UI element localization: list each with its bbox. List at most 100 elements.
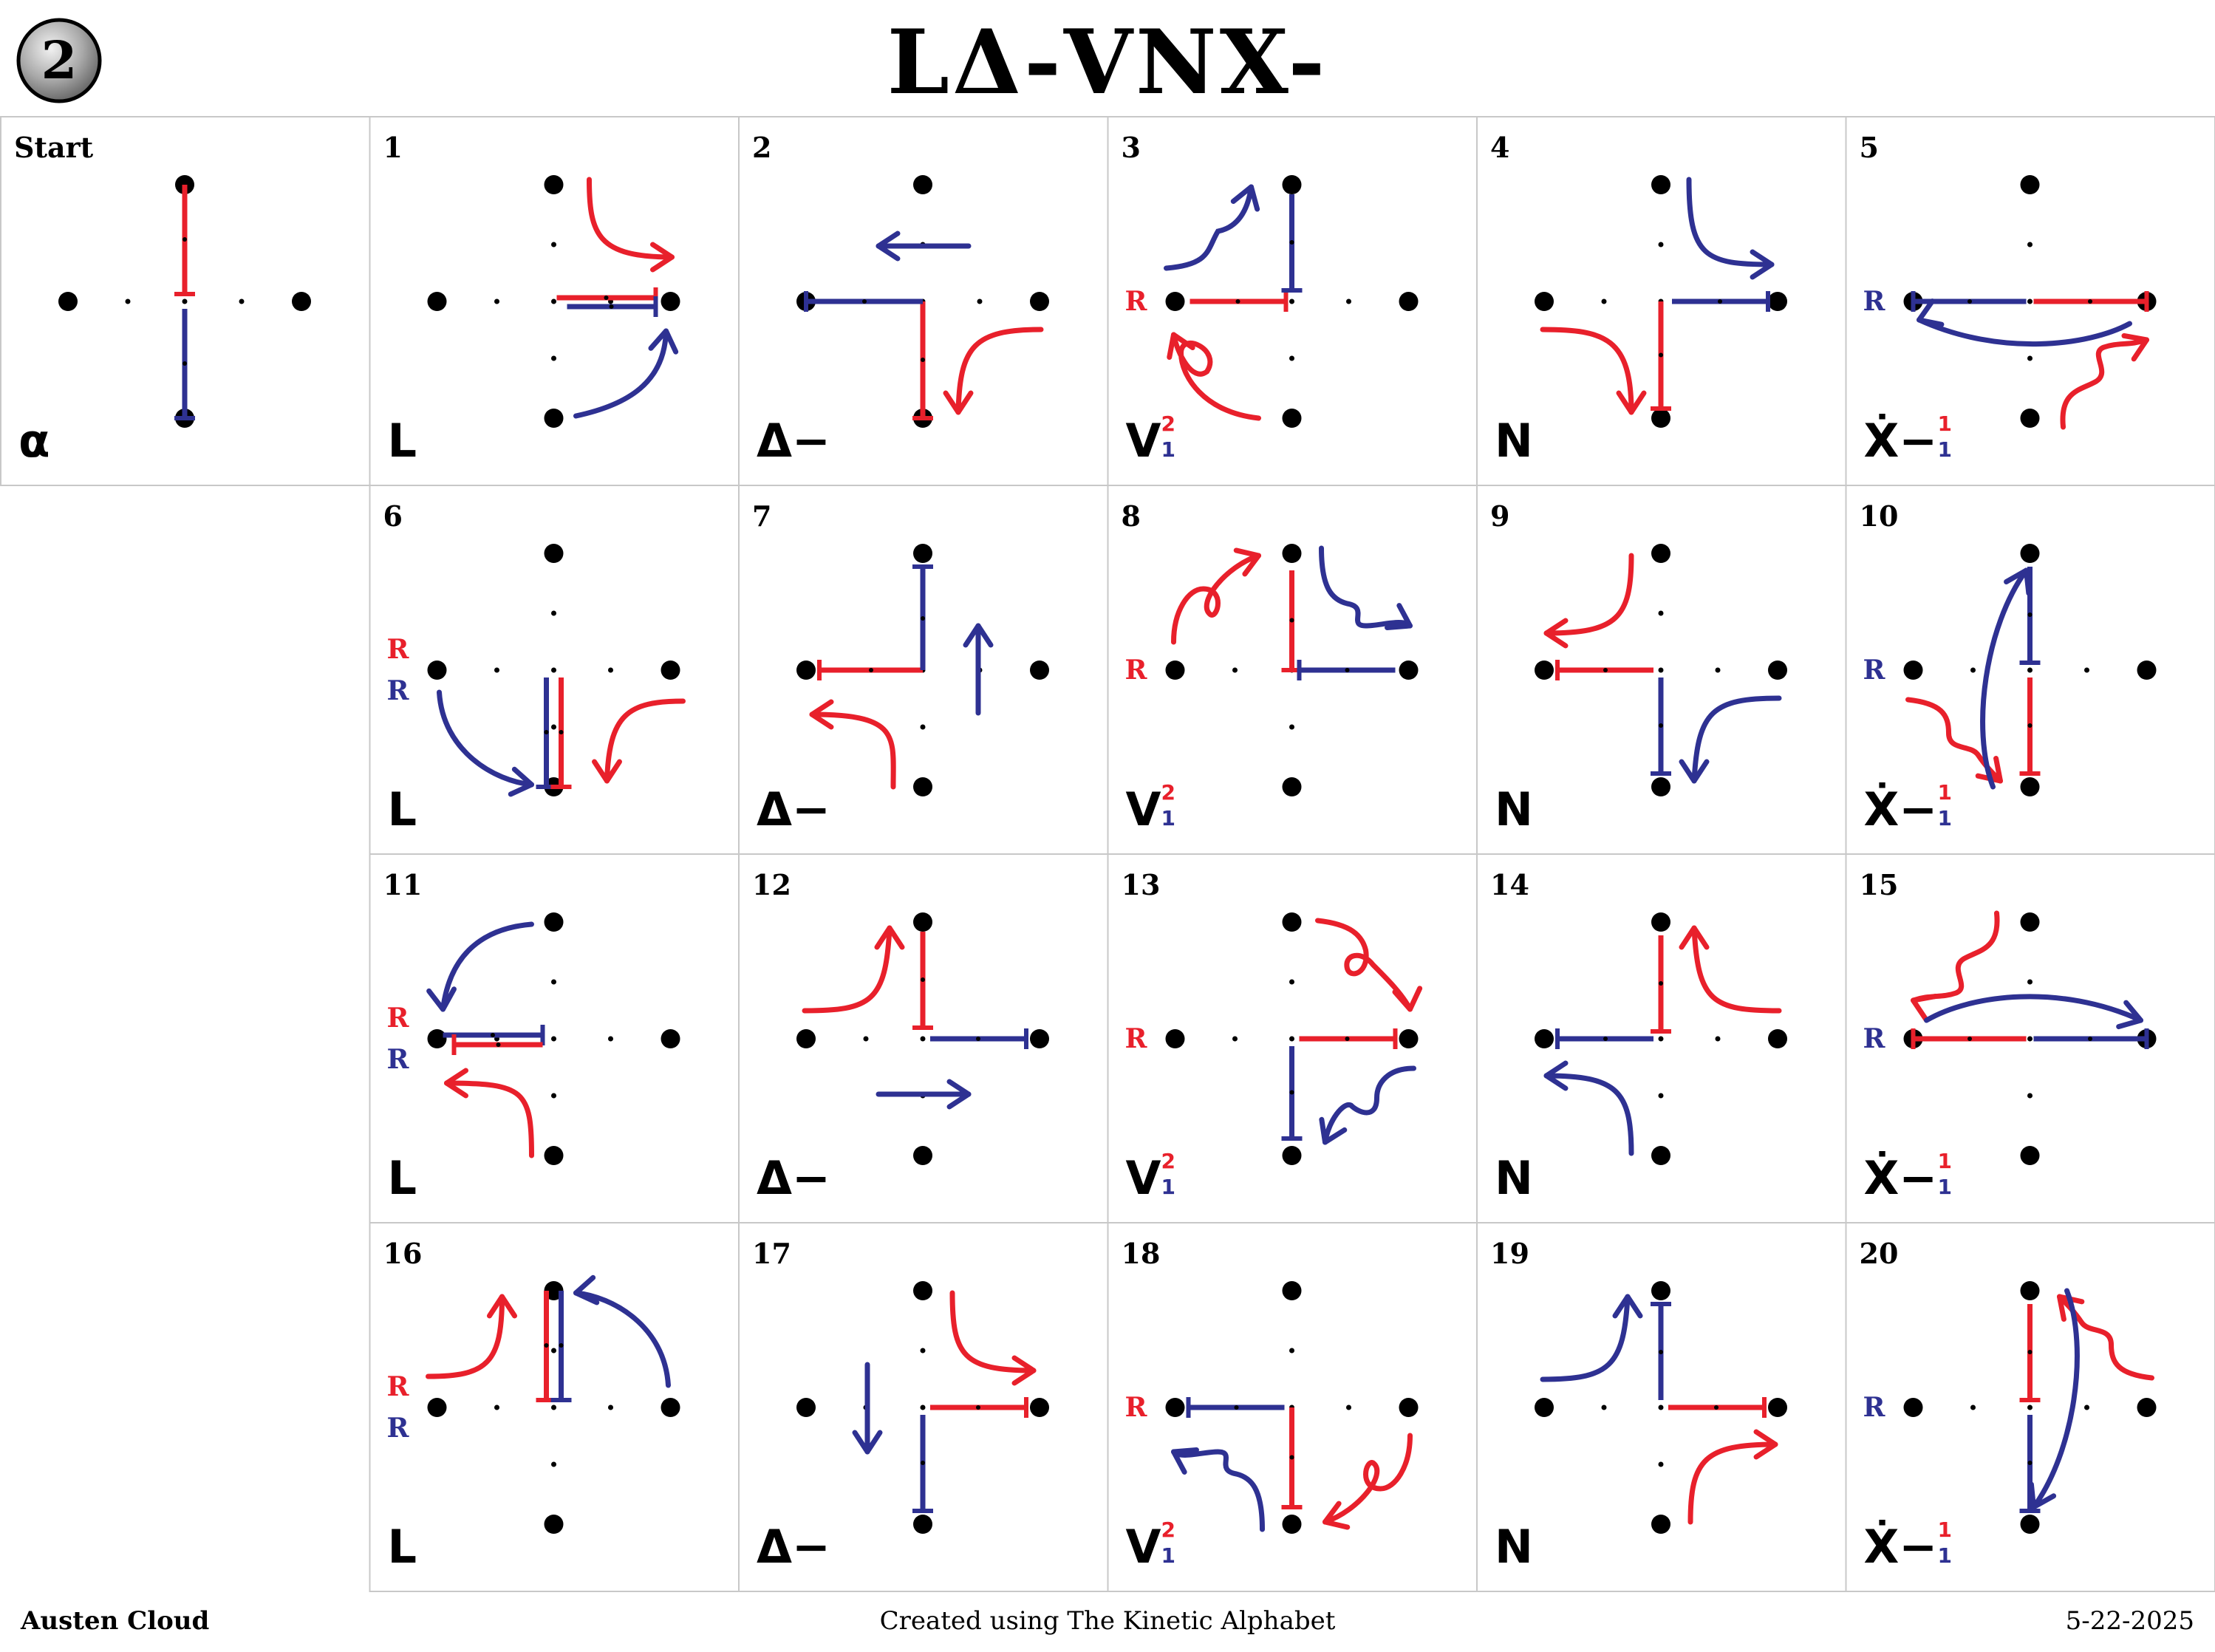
letter-glyph: N xyxy=(1495,1520,1533,1574)
hand-point-dot xyxy=(2020,1515,2040,1534)
staff-center-dot xyxy=(559,730,564,734)
staff-center-dot xyxy=(921,977,925,982)
reversal-tag: R xyxy=(1125,286,1148,317)
pictograph-cell: 7 Δ− xyxy=(738,485,1109,855)
created-date: 5-22-2025 xyxy=(2065,1606,2194,1636)
staff-center-dot xyxy=(1659,723,1663,728)
red-motion-arrow xyxy=(1543,553,1634,636)
hand-point-dot xyxy=(1399,1398,1419,1417)
staff-center-dot xyxy=(921,1461,925,1465)
staff-center-dot xyxy=(1659,352,1663,358)
arrowhead xyxy=(1233,547,1261,577)
grid-minor-dot xyxy=(2027,1404,2033,1410)
letter-glyph: Δ− xyxy=(757,414,830,468)
grid-minor-dot xyxy=(182,298,188,304)
letter-glyph: Ẋ− xyxy=(1864,782,1938,836)
arrowhead xyxy=(1612,1294,1643,1319)
turns-red: 1 xyxy=(1938,1149,1952,1173)
hand-point-dot xyxy=(1768,1398,1787,1417)
grid-minor-dot xyxy=(239,298,245,304)
turns-blue: 1 xyxy=(1938,437,1952,462)
grid-minor-dot xyxy=(1289,724,1294,730)
red-motion-arrow xyxy=(809,711,896,790)
arrowhead xyxy=(1917,298,1945,327)
hand-point-dot xyxy=(1030,292,1049,311)
beat-number: 9 xyxy=(1490,499,1509,533)
letter-glyph: L xyxy=(388,1151,417,1205)
grid-minor-dot xyxy=(551,298,556,304)
beat-number: 18 xyxy=(1122,1237,1161,1270)
grid-minor-dot xyxy=(551,1404,556,1410)
grid-minor-dot xyxy=(551,1348,556,1354)
pictograph-cell: 9N xyxy=(1476,485,1847,855)
staff-center-dot xyxy=(1289,240,1294,245)
arrowhead xyxy=(1975,756,2003,784)
grid-minor-dot xyxy=(2027,1093,2033,1099)
hand-point-dot xyxy=(1030,1398,1049,1417)
red-motion-arrow xyxy=(1315,918,1413,1012)
arrowhead xyxy=(1230,184,1260,212)
arrowhead xyxy=(2028,1481,2057,1510)
staff-center-dot xyxy=(491,1033,495,1037)
grid-minor-dot xyxy=(1658,1461,1664,1467)
hand-point-dot xyxy=(1651,1515,1670,1534)
blue-motion-arrow xyxy=(1164,184,1254,271)
staff-center-dot xyxy=(544,730,549,734)
grid-minor-dot xyxy=(1232,1036,1238,1042)
beat-number: 10 xyxy=(1860,499,1899,533)
pictograph-cell: 11 L RR xyxy=(369,853,740,1223)
grid-minor-dot xyxy=(125,298,131,304)
reversal-tag: R xyxy=(1863,286,1886,317)
staff-center-dot xyxy=(2027,723,2033,728)
red-motion-arrow xyxy=(2060,337,2149,430)
grid-minor-dot xyxy=(1658,667,1664,673)
hand-point-dot xyxy=(1282,409,1302,428)
pictograph-cell: 14 N xyxy=(1476,853,1847,1223)
hand-point-dot xyxy=(1399,292,1419,311)
hand-point-dot xyxy=(1030,661,1049,680)
hand-point-dot xyxy=(2137,1398,2157,1417)
grid-minor-dot xyxy=(1658,1093,1664,1099)
turns-red: 1 xyxy=(1938,1518,1952,1542)
pictograph-cell: 16 L RR xyxy=(369,1222,740,1592)
hand-point-dot xyxy=(1282,175,1302,194)
staff-center-dot xyxy=(2027,1350,2033,1354)
grid-minor-dot xyxy=(920,1404,926,1410)
beat-number: 4 xyxy=(1490,131,1509,164)
turns-blue: 1 xyxy=(1938,1175,1952,1199)
hand-point-dot xyxy=(2020,1281,2040,1300)
blue-motion-arrow xyxy=(437,689,534,788)
blue-motion-arrow xyxy=(1980,567,2029,790)
letter-glyph: α xyxy=(18,414,50,468)
reversal-tag: R xyxy=(1125,1392,1148,1423)
staff-center-dot xyxy=(1714,1405,1719,1410)
hand-point-dot xyxy=(1399,661,1419,680)
turns-red: 2 xyxy=(1161,412,1175,436)
arrowhead xyxy=(2116,1000,2143,1030)
staff-center-dot xyxy=(1967,299,1972,304)
turns-blue: 1 xyxy=(1938,806,1952,830)
pictograph-cell: 20 Ẋ− 11 R xyxy=(1845,1222,2215,1592)
staff-center-dot xyxy=(921,616,925,621)
arrowhead xyxy=(1319,1116,1348,1145)
hand-point-dot xyxy=(1768,661,1787,680)
credit-text: Created using The Kinetic Alphabet xyxy=(879,1606,1336,1636)
grid-minor-dot xyxy=(1658,242,1664,248)
hand-point-dot xyxy=(1651,409,1670,428)
pictograph-cell: 18 V 21 R xyxy=(1107,1222,1478,1592)
arrowhead xyxy=(1616,390,1647,415)
page-title: LΔ-VNX- xyxy=(887,10,1328,115)
grid-minor-dot xyxy=(1601,1404,1607,1410)
hand-point-dot xyxy=(1165,661,1185,680)
hand-point-dot xyxy=(2020,544,2040,563)
turns-blue: 1 xyxy=(1938,1543,1952,1568)
letter-glyph: V xyxy=(1126,414,1161,468)
reversal-tag: R xyxy=(387,1371,410,1402)
red-motion-arrow xyxy=(1322,1433,1413,1525)
beat-number: 5 xyxy=(1860,131,1879,164)
grid-minor-dot xyxy=(551,242,556,248)
hand-point-dot xyxy=(913,777,932,796)
letter-glyph: Δ− xyxy=(757,1151,830,1205)
grid-minor-dot xyxy=(1289,355,1294,361)
red-motion-arrow xyxy=(1171,332,1261,421)
